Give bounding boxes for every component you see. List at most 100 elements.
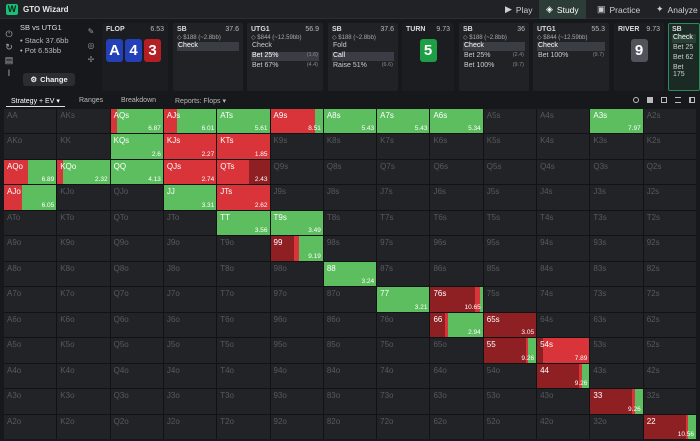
hand-cell-T6s[interactable]: T6s xyxy=(430,210,483,236)
hand-cell-A6s[interactable]: 5.34 A6s xyxy=(430,109,483,134)
utg1b-action-bet100[interactable]: Bet 100% (9.7) xyxy=(538,52,604,59)
hand-cell-53o[interactable]: 53o xyxy=(483,389,537,414)
change-button[interactable]: ⚙ Change xyxy=(23,73,75,86)
hand-cell-QJo[interactable]: QJo xyxy=(110,185,163,210)
hand-cell-Q7o[interactable]: Q7o xyxy=(110,287,163,312)
hand-cell-K2o[interactable]: K2o xyxy=(57,414,110,439)
circle-view-icon[interactable] xyxy=(633,97,639,103)
hand-cell-92o[interactable]: 92o xyxy=(270,414,323,439)
hand-cell-T7o[interactable]: T7o xyxy=(217,287,270,312)
hand-cell-22[interactable]: 10.56 22 xyxy=(643,414,696,439)
hand-cell-A2s[interactable]: A2s xyxy=(643,109,696,134)
hand-cell-K3s[interactable]: K3s xyxy=(590,134,643,159)
hand-cell-KQo[interactable]: 2.32 KQo xyxy=(57,159,110,185)
sb3-action-bet100[interactable]: Bet 100% (9.7) xyxy=(464,62,524,69)
hand-cell-32o[interactable]: 32o xyxy=(590,414,643,439)
utg1a-action-bet67[interactable]: Bet 67% (4.4) xyxy=(252,62,318,69)
hand-cell-AJo[interactable]: 6.05 AJo xyxy=(4,185,57,210)
hand-cell-99[interactable]: 9.19 99 xyxy=(270,236,323,261)
pencil-icon[interactable]: ✎ xyxy=(87,27,95,36)
hand-cell-T2o[interactable]: T2o xyxy=(217,414,270,439)
nav-practice[interactable]: ▣ Practice xyxy=(590,0,647,19)
hand-cell-96o[interactable]: 96o xyxy=(270,312,323,338)
hand-cell-Q8s[interactable]: Q8s xyxy=(323,159,377,185)
hand-cell-72s[interactable]: 72s xyxy=(643,287,696,312)
hand-cell-85s[interactable]: 85s xyxy=(483,261,537,287)
hand-cell-Q2s[interactable]: Q2s xyxy=(643,159,696,185)
hand-cell-K6s[interactable]: K6s xyxy=(430,134,483,159)
hand-cell-K2s[interactable]: K2s xyxy=(643,134,696,159)
hand-cell-A2o[interactable]: A2o xyxy=(4,414,57,439)
hand-cell-Q4s[interactable]: Q4s xyxy=(537,159,590,185)
sb-panel-1[interactable]: SB 37.6 ◇ $188 (~2.8bb) Check xyxy=(173,23,243,91)
hand-cell-J7o[interactable]: J7o xyxy=(163,287,217,312)
sb4-action-bet62[interactable]: Bet 62 xyxy=(673,54,694,61)
hand-cell-QTo[interactable]: QTo xyxy=(110,210,163,236)
hand-cell-AQs[interactable]: 6.87 AQs xyxy=(110,109,163,134)
hand-cell-Q5s[interactable]: Q5s xyxy=(483,159,537,185)
hand-cell-42s[interactable]: 42s xyxy=(643,363,696,389)
hand-cell-K4s[interactable]: K4s xyxy=(537,134,590,159)
hand-cell-97o[interactable]: 97o xyxy=(270,287,323,312)
hand-cell-72o[interactable]: 72o xyxy=(377,414,430,439)
hand-cell-KTs[interactable]: 1.85 KTs xyxy=(217,134,270,159)
hand-cell-A5o[interactable]: A5o xyxy=(4,338,57,363)
hand-cell-95o[interactable]: 95o xyxy=(270,338,323,363)
hand-cell-87s[interactable]: 87s xyxy=(377,261,430,287)
hand-cell-J8s[interactable]: J8s xyxy=(323,185,377,210)
hand-cell-96s[interactable]: 96s xyxy=(430,236,483,261)
tab-reports[interactable]: Reports: Flops ▾ xyxy=(175,98,226,105)
wizard-logo-icon[interactable]: W xyxy=(6,4,18,15)
save-icon[interactable]: ▤ xyxy=(4,55,14,65)
hand-cell-J9s[interactable]: J9s xyxy=(270,185,323,210)
hand-cell-95s[interactable]: 95s xyxy=(483,236,537,261)
hand-cell-53s[interactable]: 53s xyxy=(590,338,643,363)
hand-cell-JTo[interactable]: JTo xyxy=(163,210,217,236)
sb2-action-call[interactable]: Call xyxy=(332,52,394,61)
hand-cell-KTo[interactable]: KTo xyxy=(57,210,110,236)
sb2-action-fold[interactable]: Fold xyxy=(333,42,347,49)
hand-cell-T6o[interactable]: T6o xyxy=(217,312,270,338)
hand-cell-J9o[interactable]: J9o xyxy=(163,236,217,261)
hand-cell-54o[interactable]: 54o xyxy=(483,363,537,389)
hand-cell-55[interactable]: 9.26 55 xyxy=(483,338,537,363)
hand-cell-98s[interactable]: 98s xyxy=(323,236,377,261)
hand-cell-T8s[interactable]: T8s xyxy=(323,210,377,236)
hand-cell-QJs[interactable]: 2.74 QJs xyxy=(163,159,217,185)
hand-cell-J3s[interactable]: J3s xyxy=(590,185,643,210)
hand-cell-Q2o[interactable]: Q2o xyxy=(110,414,163,439)
hand-cell-73s[interactable]: 73s xyxy=(590,287,643,312)
settings-circle-icon[interactable]: ◎ xyxy=(87,41,95,50)
sb4-action-check[interactable]: Check xyxy=(672,34,696,43)
hand-cell-84s[interactable]: 84s xyxy=(537,261,590,287)
hand-cell-AJs[interactable]: 6.01 AJs xyxy=(163,109,217,134)
hand-cell-86s[interactable]: 86s xyxy=(430,261,483,287)
hand-cell-75o[interactable]: 75o xyxy=(377,338,430,363)
hand-cell-93o[interactable]: 93o xyxy=(270,389,323,414)
nav-study[interactable]: ◈ Study xyxy=(539,0,586,19)
hand-cell-73o[interactable]: 73o xyxy=(377,389,430,414)
hand-cell-JTs[interactable]: 2.62 JTs xyxy=(217,185,270,210)
tab-breakdown[interactable]: Breakdown xyxy=(121,97,157,104)
sb3-action-bet25[interactable]: Bet 25% (2.4) xyxy=(464,52,524,59)
hand-cell-A9o[interactable]: A9o xyxy=(4,236,57,261)
text-cursor-icon[interactable]: Ⅰ xyxy=(7,68,11,78)
hand-cell-74s[interactable]: 74s xyxy=(537,287,590,312)
hand-cell-AQo[interactable]: 6.89 AQo xyxy=(4,159,57,185)
hand-cell-74o[interactable]: 74o xyxy=(377,363,430,389)
hand-cell-A8o[interactable]: A8o xyxy=(4,261,57,287)
hand-cell-66[interactable]: 2.94 66 xyxy=(430,312,483,338)
hand-cell-K7s[interactable]: K7s xyxy=(377,134,430,159)
hand-cell-A4s[interactable]: A4s xyxy=(537,109,590,134)
hand-cell-82o[interactable]: 82o xyxy=(323,414,377,439)
utg1-panel-2[interactable]: UTG1 55.3 ◇ $844 (~12.59bb) Check Bet 100… xyxy=(533,23,609,91)
hand-cell-Q8o[interactable]: Q8o xyxy=(110,261,163,287)
hand-cell-T7s[interactable]: T7s xyxy=(377,210,430,236)
hand-cell-94o[interactable]: 94o xyxy=(270,363,323,389)
refresh-icon[interactable]: ↻ xyxy=(5,42,13,52)
hand-cell-T9o[interactable]: T9o xyxy=(217,236,270,261)
hand-cell-T8o[interactable]: T8o xyxy=(217,261,270,287)
hand-cell-T5s[interactable]: T5s xyxy=(483,210,537,236)
hand-cell-Q3o[interactable]: Q3o xyxy=(110,389,163,414)
hand-cell-K4o[interactable]: K4o xyxy=(57,363,110,389)
